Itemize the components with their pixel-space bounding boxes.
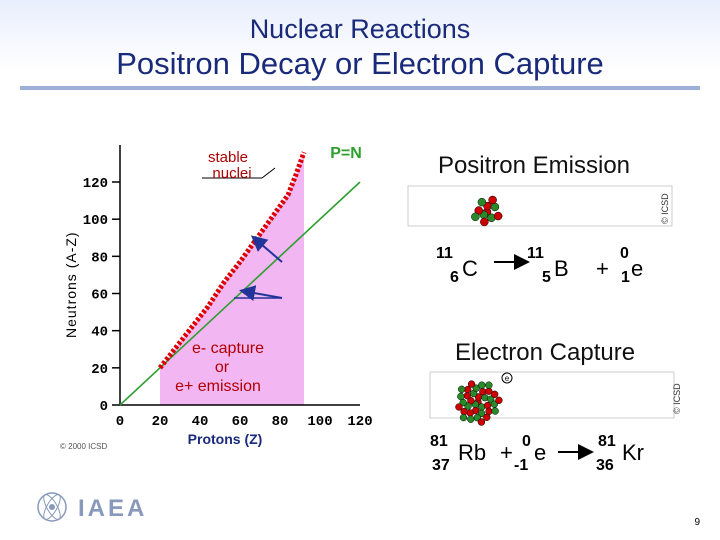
y-ticks: 0 20 40 60 80 100 120 xyxy=(83,176,120,415)
nucleon xyxy=(487,395,495,403)
x-ticks: 0 20 40 60 80 100 120 xyxy=(116,414,373,430)
stable-label-1: stable xyxy=(208,149,248,166)
y-tick-label: 80 xyxy=(91,250,108,266)
page-number: 9 xyxy=(694,517,700,528)
y-tick-label: 100 xyxy=(83,213,108,229)
ce-atomic: -1 xyxy=(514,457,528,474)
c-symbol: C xyxy=(462,256,478,281)
y-tick-label: 120 xyxy=(83,176,108,192)
nucleon xyxy=(477,418,486,426)
positron-equation: 11 6 C 11 5 B + 0 1 e xyxy=(436,245,643,286)
x-tick-label: 100 xyxy=(307,414,332,430)
b-atomic: 5 xyxy=(542,269,551,286)
nucleon xyxy=(478,381,486,389)
stable-nuclei-band xyxy=(158,151,307,370)
nucleon xyxy=(457,385,466,393)
stable-label-2: nuclei xyxy=(212,165,251,182)
e-mass: 0 xyxy=(620,245,629,262)
x-tick-label: 120 xyxy=(347,414,372,430)
y-axis-label: Neutrons (A-Z) xyxy=(63,231,79,338)
x-axis-label: Protons (Z) xyxy=(188,431,263,447)
kr-symbol: Kr xyxy=(622,440,644,465)
neutron-proton-chart: 0 20 40 60 80 100 120 0 20 40 60 80 100 120 stable n… xyxy=(60,145,373,451)
ce-mass: 0 xyxy=(522,433,531,450)
nucleon xyxy=(466,409,474,417)
capture-equation: 81 37 Rb + 0 -1 e 81 36 Kr xyxy=(430,433,644,474)
nucleon xyxy=(491,390,499,398)
ce-symbol: e xyxy=(534,440,546,465)
positron-heading: Positron Emission xyxy=(438,152,630,179)
e-symbol: e xyxy=(631,256,643,281)
nucleon xyxy=(493,211,503,221)
nucleon xyxy=(488,195,497,205)
b-symbol: B xyxy=(554,256,569,281)
x-tick-label: 60 xyxy=(232,414,249,430)
arrow-capture-2 xyxy=(234,285,283,301)
x-tick-label: 80 xyxy=(272,414,289,430)
arrow-capture-1 xyxy=(250,235,283,263)
atom-emblem-icon xyxy=(37,492,67,522)
b-mass: 11 xyxy=(527,245,544,262)
y-tick-label: 20 xyxy=(91,362,108,378)
page-title: Nuclear Reactions xyxy=(249,14,471,44)
header-divider xyxy=(20,86,700,90)
capture-credit: © ICSD xyxy=(672,383,682,414)
positron-credit: © ICSD xyxy=(660,193,670,224)
nucleon xyxy=(457,392,465,401)
page-subtitle: Positron Decay or Electron Capture xyxy=(116,46,604,81)
rb-atomic: 37 xyxy=(432,457,450,474)
rb-symbol: Rb xyxy=(458,440,486,465)
nucleon xyxy=(491,407,499,415)
electron-icon: e xyxy=(501,372,513,384)
e-atomic: 1 xyxy=(621,269,630,286)
nucleon xyxy=(467,380,476,388)
nucleon xyxy=(472,384,480,392)
capture-annotation-3: e+ emission xyxy=(175,378,261,395)
c-mass: 11 xyxy=(436,245,453,262)
nucleon xyxy=(455,403,463,411)
nucleon xyxy=(471,212,480,222)
nucleon xyxy=(480,217,489,227)
nucleon xyxy=(485,381,493,389)
nucleon xyxy=(459,413,468,422)
y-tick-label: 60 xyxy=(91,288,108,304)
svg-text:e: e xyxy=(505,374,510,383)
iaea-wordmark: IAEA xyxy=(78,495,147,522)
rb-mass: 81 xyxy=(430,433,448,450)
x-tick-label: 0 xyxy=(116,414,124,430)
nucleon xyxy=(477,197,487,207)
stable-region xyxy=(160,152,304,405)
positron-plus: + xyxy=(596,256,609,281)
chart-copyright: © 2000 ICSD xyxy=(60,442,107,451)
y-tick-label: 40 xyxy=(91,325,108,341)
capture-frame xyxy=(429,371,675,419)
x-tick-label: 40 xyxy=(192,414,209,430)
nucleon xyxy=(483,413,491,421)
iaea-logo: IAEA xyxy=(37,492,147,522)
capture-annotation-2: or xyxy=(215,359,230,376)
capture-annotation-1: e- capture xyxy=(192,340,264,357)
capture-panel: Electron Capture © ICSD e 81 37 Rb + 0 -… xyxy=(429,339,682,474)
x-tick-label: 20 xyxy=(152,414,169,430)
stable-leader-line xyxy=(261,167,276,179)
kr-mass: 81 xyxy=(598,433,616,450)
capture-plus: + xyxy=(500,440,513,465)
c-atomic: 6 xyxy=(450,269,459,286)
capture-heading: Electron Capture xyxy=(455,339,635,366)
rubidium-nucleus-icon xyxy=(455,380,503,426)
header-band xyxy=(0,0,720,96)
nucleon xyxy=(467,415,475,423)
nucleon xyxy=(495,396,503,404)
pn-label: P=N xyxy=(330,145,362,162)
positron-frame xyxy=(407,185,673,227)
carbon-nucleus-icon xyxy=(471,195,503,227)
kr-atomic: 36 xyxy=(596,457,614,474)
nucleon xyxy=(463,392,471,400)
y-tick-label: 0 xyxy=(100,399,108,415)
positron-panel: Positron Emission © ICSD 11 6 C 11 5 B +… xyxy=(407,152,673,286)
